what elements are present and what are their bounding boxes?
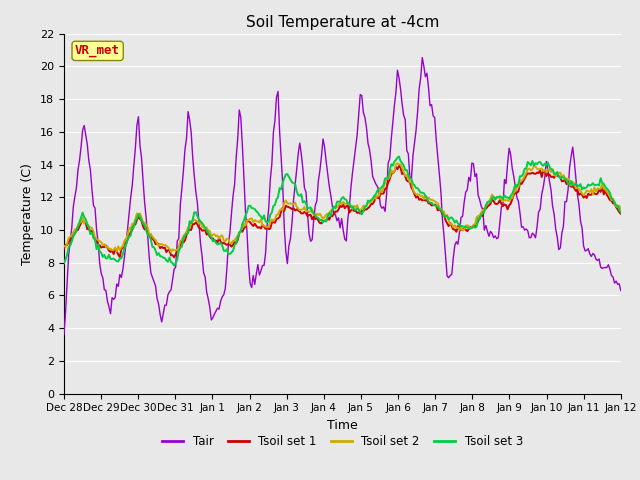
Tsoil set 2 (228, 240, 236, 246)
Tair (60, 331, 68, 337)
Tair (226, 229, 234, 235)
Tsoil set 1 (305, 212, 313, 218)
Tsoil set 2 (129, 221, 136, 227)
Tsoil set 3 (129, 224, 136, 229)
Text: VR_met: VR_met (75, 44, 120, 58)
Tsoil set 1 (228, 244, 236, 250)
Tsoil set 3 (305, 205, 313, 211)
Tsoil set 2 (589, 192, 596, 197)
Tsoil set 2 (167, 249, 175, 255)
Line: Tsoil set 2: Tsoil set 2 (64, 163, 621, 252)
Tsoil set 2 (305, 209, 313, 215)
Tsoil set 1 (129, 227, 136, 233)
Tair (244, 261, 252, 267)
Tsoil set 2 (617, 206, 625, 212)
Tsoil set 1 (589, 189, 596, 194)
Line: Tair: Tair (64, 58, 621, 334)
Tair (254, 262, 262, 267)
Tsoil set 1 (617, 211, 625, 216)
Tsoil set 2 (60, 243, 68, 249)
Tsoil set 1 (255, 224, 263, 230)
Tair (303, 210, 311, 216)
Tsoil set 3 (170, 263, 178, 268)
Tsoil set 1 (170, 254, 178, 260)
Tsoil set 3 (228, 250, 236, 255)
Tsoil set 3 (246, 203, 254, 208)
Tsoil set 3 (617, 209, 625, 215)
Tair (617, 288, 625, 293)
Line: Tsoil set 3: Tsoil set 3 (64, 156, 621, 265)
Tsoil set 1 (246, 219, 254, 225)
Tsoil set 2 (394, 160, 401, 166)
Tair (588, 253, 595, 259)
Tsoil set 2 (246, 216, 254, 222)
Tair (419, 55, 426, 60)
Line: Tsoil set 1: Tsoil set 1 (64, 166, 621, 257)
Tair (129, 183, 136, 189)
Title: Soil Temperature at -4cm: Soil Temperature at -4cm (246, 15, 439, 30)
Tsoil set 3 (255, 212, 263, 218)
Y-axis label: Temperature (C): Temperature (C) (22, 163, 35, 264)
Tsoil set 1 (60, 246, 68, 252)
Tsoil set 3 (60, 260, 68, 266)
Tsoil set 2 (255, 219, 263, 225)
Tsoil set 3 (589, 180, 596, 186)
Tsoil set 1 (395, 163, 403, 168)
Legend: Tair, Tsoil set 1, Tsoil set 2, Tsoil set 3: Tair, Tsoil set 1, Tsoil set 2, Tsoil se… (157, 430, 528, 453)
X-axis label: Time: Time (327, 419, 358, 432)
Tsoil set 3 (395, 154, 403, 159)
